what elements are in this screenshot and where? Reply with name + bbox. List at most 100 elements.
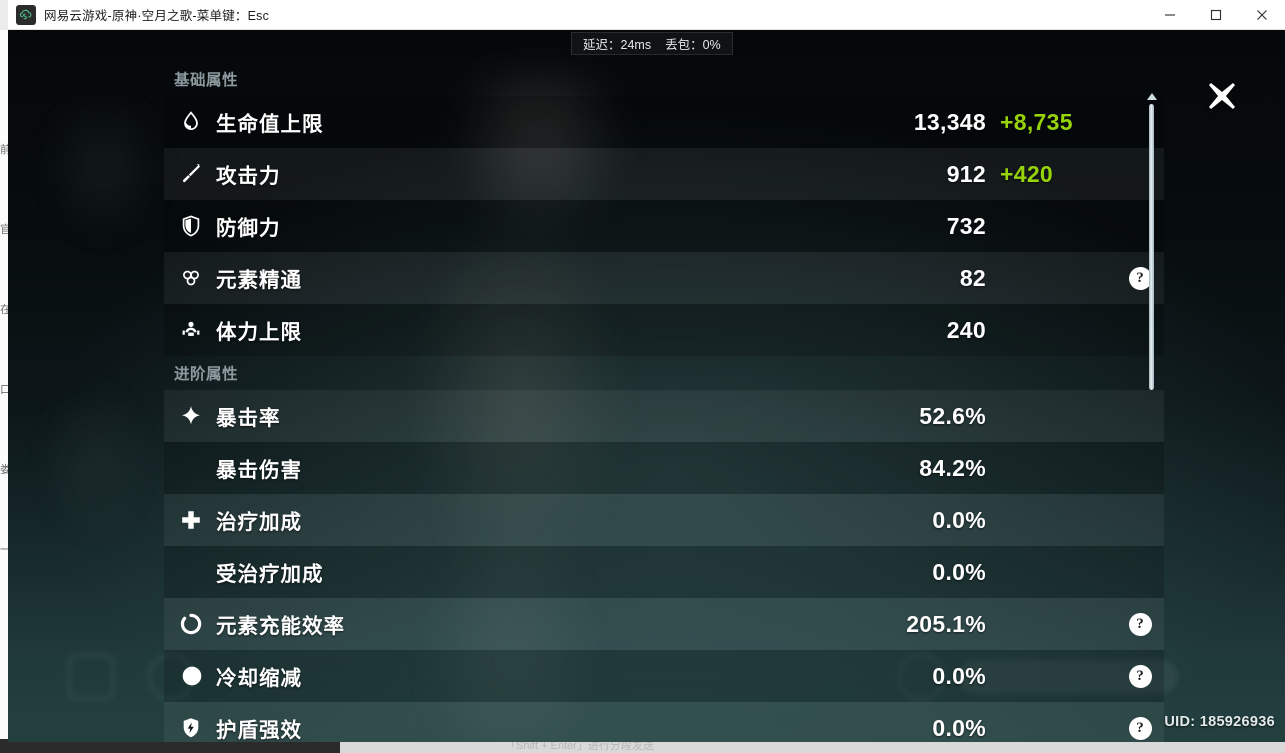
help-slot: ? [1116, 319, 1164, 342]
background-faint-left-text [8, 170, 12, 242]
stat-values: 205.1% [786, 611, 1116, 638]
stat-row: 护盾强效 0.0%? [164, 702, 1164, 742]
heal-cross-icon [174, 508, 208, 532]
shield-icon [174, 214, 208, 238]
stat-row: 体力上限 240? [164, 304, 1164, 356]
help-icon[interactable]: ? [1128, 612, 1152, 636]
stat-values: 13,348 +8,735 [786, 109, 1116, 136]
stat-base-value: 240 [946, 316, 986, 343]
stat-row: 生命值上限 13,348 +8,735? [164, 96, 1164, 148]
stat-base-value: 13,348 [913, 108, 986, 135]
packet-loss-label: 丢包：0% [665, 38, 721, 52]
stat-base-value: 0.0% [932, 662, 986, 689]
stat-row: 暴击率 52.6%? [164, 390, 1164, 442]
stat-base-value: 84.2% [919, 454, 986, 481]
stat-values: 0.0% [786, 559, 1116, 586]
help-slot: ? [1116, 405, 1164, 428]
stat-values: 912 +420 [786, 161, 1116, 188]
help-slot: ? [1116, 266, 1164, 290]
background-icon-1 [68, 654, 114, 700]
section-title-advanced: 进阶属性 [174, 366, 239, 383]
stat-row: 暴击伤害 84.2%? [164, 442, 1164, 494]
maximize-button[interactable] [1193, 0, 1239, 30]
stat-label: 受治疗加成 [216, 563, 324, 586]
window-title: 网易云游戏-原神·空月之歌-菜单键：Esc [44, 9, 270, 23]
stat-label: 防御力 [216, 217, 281, 240]
help-slot: ? [1116, 111, 1164, 134]
help-icon[interactable]: ? [1128, 266, 1152, 290]
shield-bolt-icon [174, 716, 208, 740]
background-bottom-block [0, 739, 340, 753]
help-slot: ? [1116, 612, 1164, 636]
stat-label: 治疗加成 [216, 511, 302, 534]
scroll-up-arrow-icon[interactable] [1147, 93, 1157, 100]
stat-values: 0.0% [786, 715, 1116, 742]
stat-base-value: 0.0% [932, 714, 986, 741]
stat-row: 攻击力 912 +420? [164, 148, 1164, 200]
stamina-icon [174, 318, 208, 342]
stat-base-value: 912 [946, 160, 986, 187]
stat-label: 攻击力 [216, 165, 281, 188]
stat-base-value: 0.0% [932, 506, 986, 533]
stat-base-value: 82 [959, 264, 986, 291]
stat-row: 受治疗加成 0.0%? [164, 546, 1164, 598]
stat-values: 0.0% [786, 507, 1116, 534]
stat-row: 元素充能效率 205.1%? [164, 598, 1164, 650]
latency-label: 延迟：24ms [583, 38, 652, 52]
cloud-game-icon [16, 4, 36, 25]
stat-row: 冷却缩减 0.0%? [164, 650, 1164, 702]
section-title-basic: 基础属性 [174, 72, 239, 89]
help-slot: ? [1116, 561, 1164, 584]
recharge-icon [174, 612, 208, 636]
stat-base-value: 52.6% [919, 402, 986, 429]
stat-values: 240 [786, 317, 1116, 344]
sword-icon [174, 162, 208, 186]
stat-label: 元素精通 [216, 269, 302, 292]
help-icon[interactable]: ? [1128, 716, 1152, 740]
stat-bonus-value: +420 [1000, 160, 1054, 187]
game-window: 网易云游戏-原神·空月之歌-菜单键：Esc [8, 0, 1285, 742]
minimize-button[interactable] [1147, 0, 1193, 30]
scrollbar-thumb[interactable] [1149, 104, 1154, 390]
help-slot: ? [1116, 457, 1164, 480]
stat-values: 82 [786, 265, 1116, 292]
stat-values: 52.6% [786, 403, 1116, 430]
stat-values: 84.2% [786, 455, 1116, 482]
panel-scrollbar[interactable] [1147, 93, 1157, 390]
help-slot: ? [1116, 509, 1164, 532]
mastery-icon [174, 266, 208, 290]
close-panel-button[interactable] [1204, 78, 1240, 114]
stat-base-value: 0.0% [932, 558, 986, 585]
background-left-strip [0, 30, 11, 753]
stat-values: 732 [786, 213, 1116, 240]
moon-icon [174, 664, 208, 688]
stat-label: 冷却缩减 [216, 667, 302, 690]
help-icon[interactable]: ? [1128, 664, 1152, 688]
stat-label: 体力上限 [216, 321, 302, 344]
stat-row: 治疗加成 0.0%? [164, 494, 1164, 546]
stat-label: 生命值上限 [216, 113, 324, 136]
crit-star-icon [174, 404, 208, 428]
stat-label: 暴击率 [216, 407, 281, 430]
help-slot: ? [1116, 664, 1164, 688]
stat-row: 元素精通 82? [164, 252, 1164, 304]
stat-values: 0.0% [786, 663, 1116, 690]
close-window-button[interactable] [1239, 0, 1285, 30]
uid-label: UID: 185926936 [1164, 714, 1275, 730]
stat-row: 防御力 732? [164, 200, 1164, 252]
stat-label: 护盾强效 [216, 719, 302, 742]
stat-base-value: 732 [946, 212, 986, 239]
droplet-icon [174, 110, 208, 134]
network-status-bar: 延迟：24ms 丢包：0% [571, 32, 733, 55]
stat-label: 暴击伤害 [216, 459, 302, 482]
background-bottom-hint: 「Shift + Enter」进行分段发送 [505, 740, 654, 752]
stat-base-value: 205.1% [906, 610, 986, 637]
window-title-bar: 网易云游戏-原神·空月之歌-菜单键：Esc [8, 0, 1285, 30]
stat-bonus-value: +8,735 [1000, 108, 1073, 135]
stat-label: 元素充能效率 [216, 615, 345, 638]
help-slot: ? [1116, 716, 1164, 740]
help-slot: ? [1116, 215, 1164, 238]
